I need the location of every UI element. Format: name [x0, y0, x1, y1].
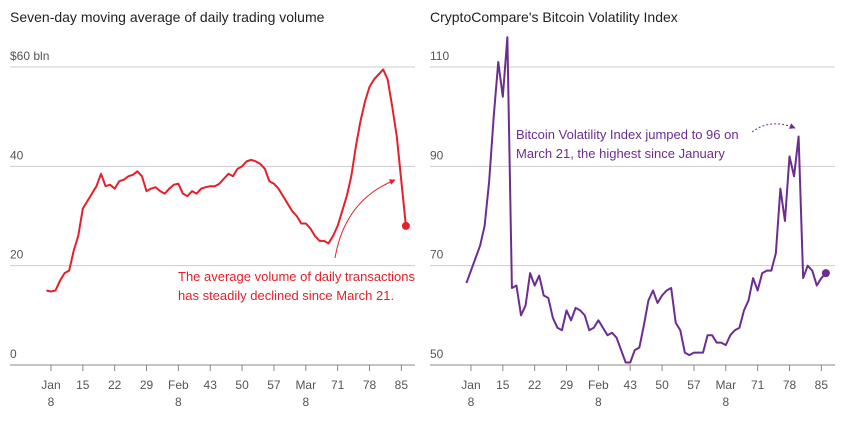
x-tick-label: 15	[76, 378, 90, 392]
x-tick-label: 50	[655, 378, 669, 392]
line	[46, 68, 407, 293]
annotation: The average volume of daily transactions	[178, 269, 416, 284]
x-tick-label: 22	[528, 378, 542, 392]
y-tick-label: 40	[10, 148, 24, 162]
x-tick-label: 29	[140, 378, 154, 392]
x-tick-label: Feb 8	[588, 378, 609, 409]
annotation-arrow	[751, 123, 796, 133]
x-tick-label: Jan 8	[41, 378, 60, 409]
y-tick-label: 110	[430, 49, 449, 63]
x-tick-label: 71	[751, 378, 765, 392]
end-dot	[821, 269, 830, 278]
annotation-arrow	[334, 179, 396, 259]
x-tick-label: 22	[108, 378, 122, 392]
annotation: March 21, the highest since January	[516, 146, 725, 161]
x-tick-label: 85	[815, 378, 829, 392]
line	[465, 36, 827, 364]
x-tick-label: 43	[624, 378, 638, 392]
y-tick-label: 90	[430, 148, 444, 162]
end-dot	[401, 221, 410, 230]
y-tick-label: 70	[430, 248, 444, 262]
x-tick-label: Mar 8	[715, 378, 736, 409]
x-tick-label: 78	[783, 378, 797, 392]
chart-title: CryptoCompare's Bitcoin Volatility Index	[430, 9, 678, 25]
x-tick-label: 57	[687, 378, 701, 392]
x-tick-label: 71	[331, 378, 345, 392]
y-tick-label: 20	[10, 248, 24, 262]
chart-title: Seven-day moving average of daily tradin…	[10, 9, 325, 25]
y-tick-label: 50	[430, 347, 444, 361]
y-tick-label: 0	[10, 347, 17, 361]
x-tick-label: 57	[267, 378, 281, 392]
annotation: Bitcoin Volatility Index jumped to 96 on	[516, 127, 739, 142]
x-tick-label: Mar 8	[295, 378, 316, 409]
x-tick-label: 85	[395, 378, 409, 392]
x-tick-label: Jan 8	[461, 378, 480, 409]
x-tick-label: 15	[496, 378, 510, 392]
x-tick-label: 29	[560, 378, 574, 392]
x-tick-label: 43	[204, 378, 218, 392]
x-tick-label: 78	[363, 378, 377, 392]
annotation: has steadily declined since March 21.	[178, 288, 394, 303]
x-tick-label: 50	[235, 378, 249, 392]
x-tick-label: Feb 8	[168, 378, 189, 409]
y-tick-label: $60 bln	[10, 49, 49, 63]
